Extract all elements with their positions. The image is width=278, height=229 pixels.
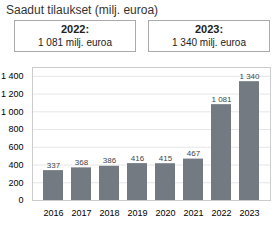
svg-text:2016: 2016: [43, 208, 63, 218]
svg-text:0: 0: [18, 195, 23, 205]
svg-text:2018: 2018: [99, 208, 119, 218]
svg-text:2017: 2017: [71, 208, 91, 218]
svg-text:386: 386: [103, 156, 117, 165]
svg-text:600: 600: [8, 142, 23, 152]
svg-text:1 340: 1 340: [239, 72, 260, 81]
svg-text:337: 337: [47, 161, 61, 170]
html-text:1 340 milj. euroa: 1 340 milj. euroa: [172, 37, 246, 48]
svg-text:1 200: 1 200: [1, 89, 24, 99]
svg-text:800: 800: [8, 124, 23, 134]
svg-text:2020: 2020: [155, 208, 175, 218]
svg-text:1 400: 1 400: [1, 71, 24, 81]
svg-text:1 081: 1 081: [211, 95, 232, 104]
svg-text:400: 400: [8, 160, 23, 170]
html-text:1 081 milj. euroa: 1 081 milj. euroa: [38, 37, 112, 48]
svg-text:1 000: 1 000: [1, 107, 24, 117]
svg-text:200: 200: [8, 178, 23, 188]
html-text:2022:: 2022:: [60, 23, 90, 35]
svg-text:415: 415: [159, 154, 173, 163]
svg-text:2021: 2021: [183, 208, 203, 218]
html-text:Saadut tilaukset (milj. euroa): Saadut tilaukset (milj. euroa): [6, 3, 159, 17]
svg-text:416: 416: [131, 154, 145, 163]
svg-text:2022: 2022: [211, 208, 231, 218]
html-text:2023:: 2023:: [194, 23, 224, 35]
svg-text:467: 467: [187, 149, 201, 158]
svg-text:368: 368: [75, 158, 89, 167]
svg-text:2019: 2019: [127, 208, 147, 218]
svg-text:2023: 2023: [239, 208, 259, 218]
